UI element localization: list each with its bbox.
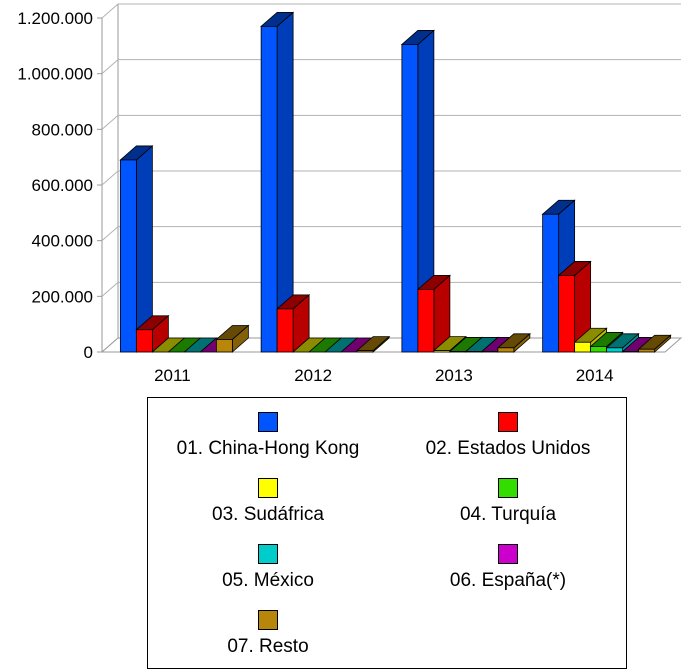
bar-front bbox=[622, 351, 640, 353]
legend-swatch bbox=[258, 478, 278, 498]
bar-front bbox=[449, 351, 467, 353]
bar-front bbox=[606, 347, 624, 353]
bar bbox=[400, 29, 435, 353]
bar bbox=[215, 324, 250, 353]
legend-item: 04. Turquía bbox=[388, 478, 628, 526]
bar-front bbox=[135, 329, 153, 353]
legend-label: 04. Turquía bbox=[459, 504, 557, 525]
bar-front bbox=[542, 213, 560, 353]
y-tick-label: 600.000 bbox=[32, 176, 93, 195]
x-tick-label: 2013 bbox=[435, 366, 473, 385]
bar-front bbox=[590, 346, 608, 353]
legend-item: 07. Resto bbox=[148, 610, 388, 658]
y-tick-label: 1.200.000 bbox=[17, 9, 93, 28]
bar-front bbox=[356, 350, 374, 353]
bar bbox=[356, 335, 391, 353]
gridline bbox=[101, 114, 681, 130]
y-tick-label: 0 bbox=[84, 343, 93, 362]
legend-item: 05. México bbox=[148, 544, 388, 592]
legend-label: 05. México bbox=[222, 570, 314, 591]
legend-swatch bbox=[258, 610, 278, 630]
bar bbox=[496, 332, 531, 353]
gridline bbox=[101, 3, 681, 19]
bar-front bbox=[119, 159, 137, 353]
bar-front bbox=[574, 341, 592, 353]
legend-label: 02. Estados Unidos bbox=[425, 438, 591, 459]
bar-front bbox=[465, 351, 483, 353]
y-tick-label: 1.000.000 bbox=[17, 65, 93, 84]
gridline bbox=[101, 170, 681, 186]
bar-front bbox=[481, 351, 499, 353]
bar-front bbox=[401, 44, 419, 353]
chart-legend: 01. China-Hong Kong 02. Estados Unidos 03.… bbox=[147, 397, 627, 669]
legend-swatch bbox=[258, 412, 278, 432]
gridline bbox=[101, 59, 681, 75]
legend-item: 03. Sudáfrica bbox=[148, 478, 388, 526]
legend-swatch bbox=[498, 412, 518, 432]
bar-chart: 0 200.000 400.000 600.000 800.000 1.000.000 1.… bbox=[17, 3, 682, 385]
bar-front bbox=[215, 339, 233, 353]
y-tick-label: 400.000 bbox=[32, 232, 93, 251]
legend-item: 06. España(*) bbox=[388, 544, 628, 592]
legend-label: 06. España(*) bbox=[449, 570, 567, 591]
bar-front bbox=[417, 288, 435, 353]
gridline bbox=[101, 226, 681, 242]
bar-front bbox=[638, 348, 656, 353]
y-tick-label: 200.000 bbox=[32, 287, 93, 306]
legend-label: 01. China-Hong Kong bbox=[176, 438, 360, 459]
legend-label: 07. Resto bbox=[227, 636, 309, 657]
legend-item: 02. Estados Unidos bbox=[388, 412, 628, 460]
y-tick-label: 800.000 bbox=[32, 120, 93, 139]
legend-item: 01. China-Hong Kong bbox=[148, 412, 388, 460]
x-tick-label: 2012 bbox=[294, 366, 332, 385]
bar bbox=[276, 293, 311, 353]
legend-swatch bbox=[498, 544, 518, 564]
legend-label: 03. Sudáfrica bbox=[212, 504, 324, 525]
x-tick-label: 2011 bbox=[154, 366, 191, 385]
bar-front bbox=[497, 347, 515, 353]
bar bbox=[260, 11, 295, 353]
x-tick-label: 2014 bbox=[576, 366, 614, 385]
bar-front bbox=[558, 275, 576, 353]
bar-front bbox=[276, 308, 294, 353]
bar-front bbox=[260, 25, 278, 353]
legend-swatch bbox=[258, 544, 278, 564]
bar-front bbox=[433, 350, 451, 353]
gridline bbox=[101, 281, 681, 297]
bar bbox=[416, 274, 451, 353]
bar bbox=[637, 334, 672, 353]
bar bbox=[135, 314, 170, 353]
legend-swatch bbox=[498, 478, 518, 498]
bar bbox=[119, 145, 154, 353]
